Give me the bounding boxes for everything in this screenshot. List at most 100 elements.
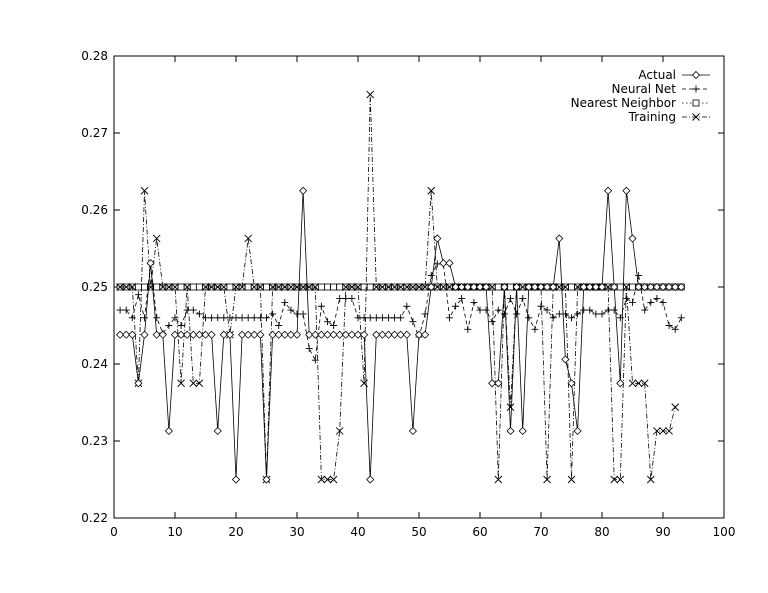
data-point-actual [280,330,289,339]
data-point-neural-net [458,295,466,303]
data-point-neural-net [586,306,594,314]
data-point-actual [494,379,503,388]
legend-item-neural-net: Neural Net [612,82,710,96]
legend-label: Neural Net [612,82,677,96]
data-point-neural-net [525,314,533,322]
x-tick-label: 0 [110,525,118,539]
data-point-training [165,283,173,291]
data-point-neural-net [122,306,130,314]
data-point-neural-net [513,310,521,318]
data-point-training [195,379,204,388]
data-point-nearest-neighbor [336,283,344,291]
data-point-neural-net [177,322,185,329]
data-point-training [506,403,515,411]
data-point-neural-net [208,314,216,322]
data-point-training [189,379,198,388]
data-point-actual [268,330,277,339]
data-point-neural-net [659,298,667,306]
data-point-training [378,283,387,291]
data-point-actual [421,330,430,339]
data-point-training [207,283,216,291]
data-point-training [646,475,655,484]
data-point-neural-net [610,306,618,314]
data-point-neural-net [330,322,338,329]
data-point-training [177,379,185,388]
data-point-training [317,475,326,484]
data-point-actual [201,330,210,339]
data-point-actual [311,330,320,339]
data-point-actual [366,475,375,484]
data-point-actual [256,330,265,339]
data-point-actual [597,282,607,292]
data-point-actual [244,330,253,339]
data-point-actual [207,330,216,339]
data-point-training [171,283,179,291]
data-point-training [494,475,503,484]
data-point-neural-net [507,295,514,303]
legend-item-nearest-neighbor: Nearest Neighbor [571,96,710,110]
data-point-neural-net [141,314,148,322]
data-point-actual [512,282,521,292]
data-point-actual [555,234,564,243]
data-point-actual [543,282,552,292]
data-point-actual [292,330,302,339]
data-point-nearest-neighbor [226,283,234,291]
data-point-training [329,475,338,484]
data-point-neural-net [305,345,313,353]
data-point-actual [482,282,491,292]
data-point-actual [573,426,582,436]
data-point-actual [646,282,655,292]
data-point-training [116,283,124,291]
data-point-neural-net [189,306,197,314]
y-tick-label: 0.28 [81,49,108,63]
data-point-actual [177,330,186,339]
data-point-training [256,283,265,291]
data-point-training [268,283,277,291]
data-point-neural-net [604,306,612,314]
data-point-actual [152,330,161,339]
data-point-actual [183,330,192,339]
data-point-actual [567,379,576,388]
data-point-actual [134,379,143,388]
legend-marker [692,85,700,93]
data-point-neural-net [598,310,606,318]
data-point-neural-net [470,298,478,306]
data-point-neural-net [220,314,228,322]
data-point-actual [274,330,283,339]
data-point-neural-net [269,310,277,318]
data-point-training [421,283,429,291]
data-point-training [122,283,131,291]
data-point-neural-net [647,298,655,306]
data-point-training [396,283,405,291]
data-point-training [238,283,246,291]
data-point-training [439,283,448,291]
data-point-training [488,283,497,291]
data-point-neural-net [476,306,484,314]
data-point-actual [189,330,198,339]
data-point-neural-net [202,314,209,322]
x-tick-label: 40 [350,525,365,539]
data-point-neural-net [360,314,368,322]
data-point-neural-net [635,271,643,279]
y-tick-label: 0.24 [81,357,108,371]
data-point-actual [671,282,680,292]
data-point-neural-net [336,295,344,303]
data-point-actual [317,330,326,339]
data-point-neural-net [427,271,435,279]
data-point-actual [299,186,308,195]
data-point-neural-net [677,314,685,322]
x-tick-label: 30 [289,525,304,539]
x-tick-label: 100 [713,525,736,539]
data-point-training [634,379,643,388]
data-point-training [152,234,161,243]
data-point-training [128,283,137,291]
data-point-neural-net [482,306,490,314]
data-point-actual [457,282,466,292]
data-point-actual [463,282,472,292]
data-point-actual [286,330,295,339]
data-point-actual [439,259,448,268]
data-point-neural-net [433,260,441,268]
data-point-actual [524,282,533,292]
